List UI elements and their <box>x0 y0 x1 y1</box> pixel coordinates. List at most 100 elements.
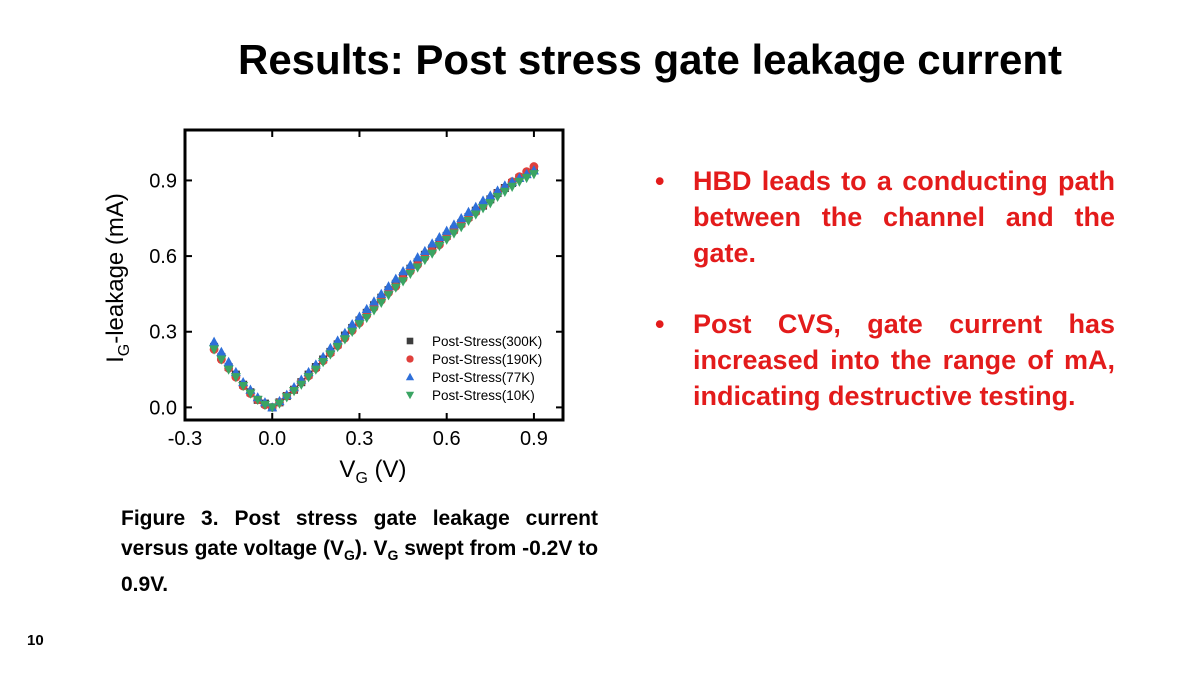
data-point <box>398 277 409 287</box>
data-point <box>441 225 452 235</box>
data-point <box>252 395 263 406</box>
data-point <box>434 242 445 252</box>
data-point <box>223 356 234 366</box>
bullet-item-cvs: • Post CVS, gate current has increased i… <box>655 306 1115 414</box>
data-point <box>209 336 220 346</box>
data-point <box>463 206 474 216</box>
data-point <box>259 400 270 411</box>
data-point <box>528 170 539 180</box>
data-point <box>427 238 438 248</box>
data-point <box>209 345 220 355</box>
data-point <box>369 296 379 306</box>
data-point <box>485 199 496 209</box>
data-point <box>478 204 489 214</box>
data-point <box>325 350 336 360</box>
data-point <box>310 365 321 375</box>
data-point <box>390 283 401 293</box>
legend-label: Post-Stress(190K) <box>432 352 542 367</box>
data-point <box>485 190 496 200</box>
data-point <box>245 389 256 399</box>
leakage-current-chart: -0.3 0.0 0.3 0.6 0.9 0.0 0.3 0.6 0.9 VG (V) IG-l… <box>95 120 595 500</box>
data-point <box>383 281 394 291</box>
data-point <box>434 231 445 242</box>
data-point <box>318 358 329 368</box>
page-number: 10 <box>27 632 44 649</box>
data-point <box>274 399 285 409</box>
data-point <box>405 259 416 269</box>
data-point <box>507 182 518 192</box>
chart-svg: -0.3 0.0 0.3 0.6 0.9 0.0 0.3 0.6 0.9 VG (V) IG-l… <box>102 128 565 487</box>
data-point <box>441 235 452 245</box>
data-point <box>463 216 474 226</box>
data-point <box>448 229 459 239</box>
data-point <box>412 263 423 273</box>
x-tick-label: 0.6 <box>433 428 461 450</box>
legend-marker <box>406 337 414 345</box>
data-point <box>448 219 459 229</box>
plot-frame <box>183 128 565 422</box>
data-point <box>361 303 372 314</box>
data-point <box>419 245 430 256</box>
figure-caption: Figure 3. Post stress gate leakage curre… <box>121 507 599 597</box>
data-point <box>419 255 430 266</box>
data-point <box>376 288 387 298</box>
legend-marker <box>405 372 415 381</box>
data-point <box>354 311 365 321</box>
data-point <box>376 298 387 308</box>
data-point <box>303 373 314 383</box>
data-point <box>492 192 503 203</box>
data-point <box>470 210 481 220</box>
data-point <box>499 187 510 197</box>
data-point <box>398 266 409 276</box>
y-tick-label: 0.3 <box>149 322 177 344</box>
data-point <box>456 213 467 223</box>
data-point <box>238 381 249 392</box>
y-tick-label: 0.6 <box>149 246 177 268</box>
chart-legend: Post-Stress(300K) Post-Stress(190K) Post-S… <box>405 334 542 403</box>
data-point <box>332 342 343 353</box>
slide-title: Results: Post stress gate leakage curren… <box>237 36 1062 83</box>
data-point <box>325 342 336 353</box>
data-point <box>412 252 423 262</box>
data-point <box>521 173 532 184</box>
data-point <box>354 320 365 330</box>
x-tick-label: 0.3 <box>346 428 374 450</box>
series-3 <box>209 170 539 413</box>
x-axis-title: VG (V) <box>339 456 406 487</box>
data-point <box>427 249 438 259</box>
x-tick-label: 0.9 <box>520 428 548 450</box>
data-point <box>456 223 467 233</box>
data-point <box>216 355 227 365</box>
data-point <box>230 373 241 383</box>
data-point <box>332 335 343 345</box>
data-point <box>296 380 307 390</box>
data-point <box>347 318 358 329</box>
data-point <box>492 185 503 195</box>
data-point <box>361 313 372 324</box>
x-tick-label: -0.3 <box>168 428 202 450</box>
bullet-text: Post CVS, gate current has increased int… <box>693 309 1115 411</box>
y-axis-title: IG-leakage (mA) <box>102 193 133 363</box>
data-point <box>339 335 350 345</box>
legend-label: Post-Stress(300K) <box>432 334 542 349</box>
y-tick-label: 0.0 <box>149 397 177 419</box>
data-point <box>383 291 394 301</box>
legend-label: Post-Stress(10K) <box>432 388 535 403</box>
bullet-item-hbd: • HBD leads to a conducting path between… <box>655 163 1115 271</box>
legend-label: Post-Stress(77K) <box>432 370 535 385</box>
data-point <box>390 273 401 283</box>
y-tick-label: 0.9 <box>149 170 177 192</box>
bullet-list: • HBD leads to a conducting path between… <box>655 163 1115 449</box>
data-point <box>289 387 300 397</box>
data-point <box>339 327 350 337</box>
chart-points-layer <box>209 162 539 413</box>
bullet-text: HBD leads to a conducting path between t… <box>693 166 1115 268</box>
data-point <box>470 201 481 211</box>
data-point <box>405 269 416 279</box>
bullet-marker: • <box>655 309 665 339</box>
data-point <box>223 365 234 375</box>
data-point <box>478 195 489 205</box>
bullet-marker: • <box>655 166 665 196</box>
data-point <box>216 346 227 356</box>
data-point <box>267 403 278 413</box>
